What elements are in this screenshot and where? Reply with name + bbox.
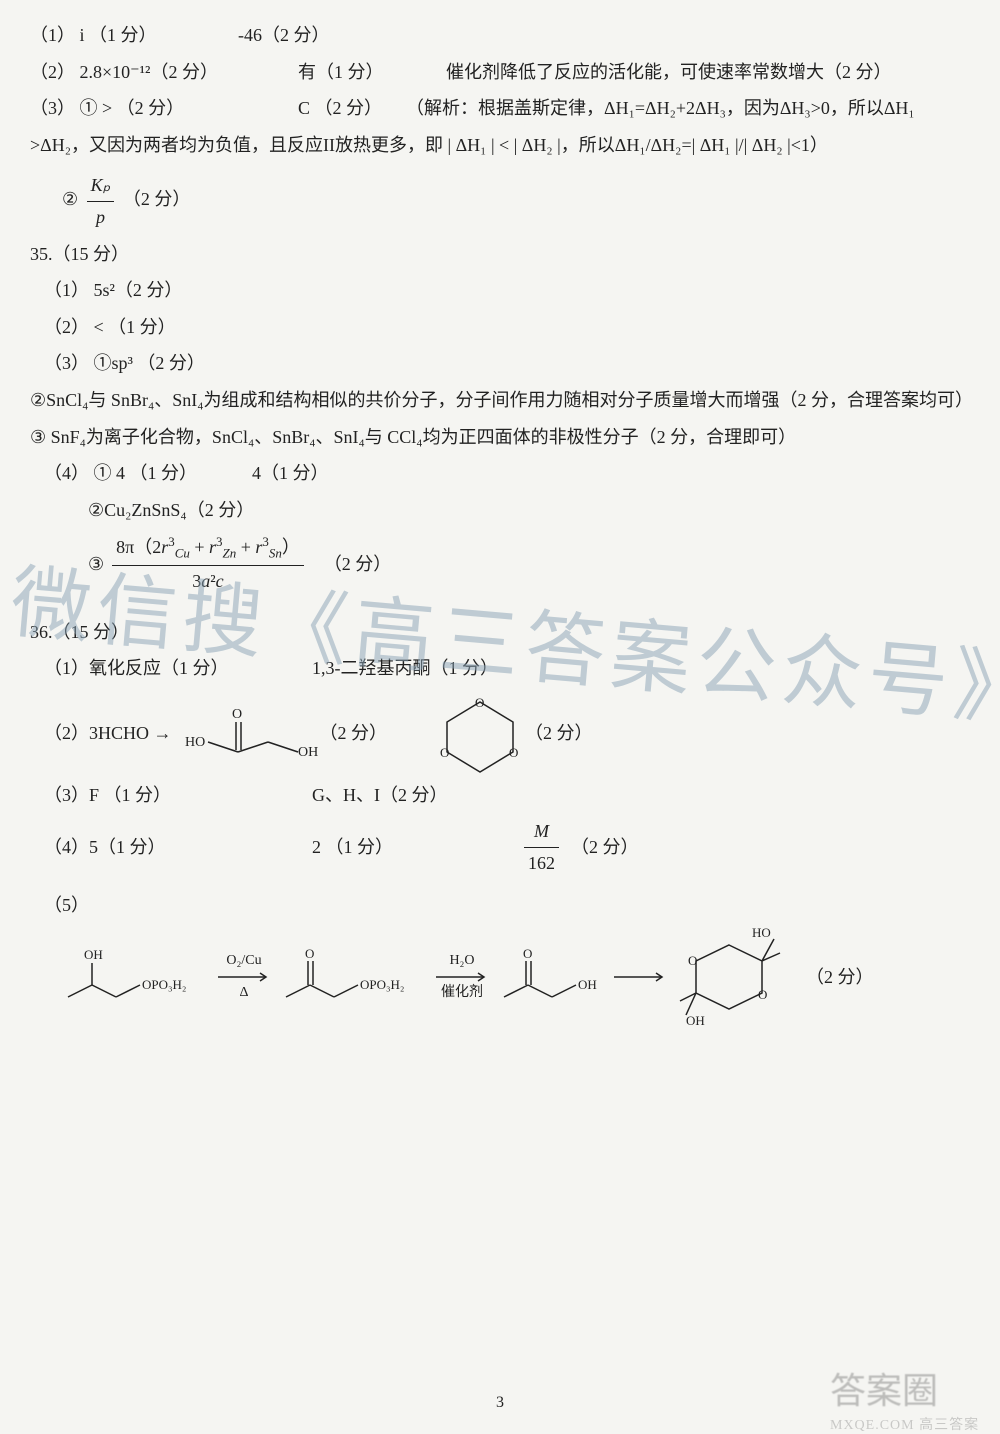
q35-l6-b: 4（1 分） — [252, 458, 329, 489]
q35-l8-num-prefix: 8π（2 — [116, 537, 161, 557]
q34-l3: （3） ① > （2 分） C （2 分） （解析：根据盖斯定律，ΔH₁=ΔH₂… — [30, 93, 970, 124]
q36-l4-pts: （2 分） — [571, 832, 639, 863]
arrow1-top: O₂/Cu — [226, 949, 261, 973]
q35-l8: ③ 8π（2r3Cu + r3Zn + r3Sn） 3a²c （2 分） — [30, 531, 970, 596]
reaction-arrow-2: H₂O 催化剂 — [434, 949, 490, 1005]
q35-l6: （4） ① 4 （1 分） 4（1 分） — [30, 458, 970, 489]
molecule-1: OH OPO₃H₂ — [60, 945, 210, 1009]
q36-l2-pts-a: （2 分） — [320, 718, 388, 749]
q36-l3: （3）F （1 分） G、H、I（2 分） — [30, 780, 970, 811]
q36-l4-frac: M 162 — [524, 816, 559, 878]
reaction-arrow-1: O₂/Cu Δ — [216, 949, 272, 1005]
reaction-arrow-3 — [612, 971, 668, 983]
arrow2-bot: 催化剂 — [441, 981, 483, 1005]
q36-l5: （5） — [30, 890, 970, 921]
q36-l2-a: （2）3HCHO → — [44, 718, 172, 749]
q36-reaction-scheme: OH OPO₃H₂ O₂/Cu Δ O OPO₃H₂ H₂O 催化剂 — [30, 927, 970, 1027]
svg-text:OH: OH — [578, 977, 597, 992]
q34-l5-pts: （2 分） — [123, 190, 191, 210]
q36-rxn-pts: （2 分） — [806, 962, 874, 993]
svg-text:O: O — [475, 695, 484, 710]
q34-l2-b: 有（1 分） — [298, 57, 438, 88]
svg-text:OH: OH — [84, 947, 103, 962]
q34-l2: （2） 2.8×10⁻¹²（2 分） 有（1 分） 催化剂降低了反应的活化能，可… — [30, 57, 970, 88]
q34-l5-num: Kₚ — [87, 170, 115, 202]
q36-l4-a: （4）5（1 分） — [44, 832, 304, 863]
q34-l3-b: C （2 分） — [298, 93, 398, 124]
q36-l4-num: M — [524, 816, 559, 848]
svg-text:O: O — [688, 953, 697, 968]
q35-l8-num: 8π（2r3Cu + r3Zn + r3Sn） — [112, 531, 304, 566]
q36-l1-b: 1,3-二羟基丙酮（1 分） — [312, 653, 498, 684]
q34-l1-b: -46（2 分） — [238, 20, 330, 51]
q35-l4: ②SnCl₄与 SnBr₄、SnI₄为组成和结构相似的共价分子，分子间作用力随相… — [30, 385, 970, 416]
logo-small: MXQE.COM 高三答案 — [830, 1414, 990, 1434]
q36-l3-b: G、H、I（2 分） — [312, 780, 448, 811]
q36-l3-a: （3）F （1 分） — [44, 780, 304, 811]
logo-big: 答案圈 — [830, 1362, 990, 1414]
q36-l1: （1）氧化反应（1 分） 1,3-二羟基丙酮（1 分） — [30, 653, 970, 684]
svg-text:OH: OH — [298, 745, 318, 760]
q35-l3: （3） ①sp³ （2 分） — [30, 348, 970, 379]
q36-l4-b: 2 （1 分） — [312, 832, 512, 863]
molecule-4: O O HO OH — [674, 927, 794, 1027]
svg-text:HO: HO — [752, 927, 771, 940]
q36-l2: （2）3HCHO → HO O OH （2 分） O O O （2 分） — [30, 694, 970, 774]
q36-l1-a: （1）氧化反应（1 分） — [44, 653, 304, 684]
molecule-trioxane: O O O — [435, 694, 525, 774]
q35-l5: ③ SnF₄为离子化合物，SnCl₄、SnBr₄、SnI₄与 CCl₄均为正四面… — [30, 422, 970, 453]
svg-text:O: O — [509, 745, 518, 760]
q36-l4-den: 162 — [524, 848, 559, 879]
q35-head: 35.（15 分） — [30, 239, 970, 270]
q34-l5-frac: Kₚ p — [87, 170, 115, 232]
q35-l1: （1） 5s²（2 分） — [30, 275, 970, 306]
q36-head: 36.（15 分） — [30, 617, 970, 648]
svg-text:OPO₃H₂: OPO₃H₂ — [360, 977, 404, 992]
q36-l2-pts-b: （2 分） — [525, 718, 593, 749]
q35-l6-a: （4） ① 4 （1 分） — [44, 458, 244, 489]
q36-l4: （4）5（1 分） 2 （1 分） M 162 （2 分） — [30, 816, 970, 878]
molecule-3: O OH — [496, 945, 606, 1009]
q34-l2-a: （2） 2.8×10⁻¹²（2 分） — [30, 57, 290, 88]
svg-text:O: O — [305, 946, 314, 961]
q34-l2-c: 催化剂降低了反应的活化能，可使速率常数增大（2 分） — [446, 57, 892, 88]
q35-l8-pts: （2 分） — [324, 549, 392, 580]
q35-l7: ②Cu₂ZnSnS₄（2 分） — [30, 495, 970, 526]
svg-text:O: O — [232, 707, 242, 722]
svg-text:HO: HO — [185, 735, 205, 750]
q34-l1-a: （1） i （1 分） — [30, 20, 230, 51]
q34-l4: >ΔH₂，又因为两者均为负值，且反应II放热更多，即 | ΔH₁ | < | Δ… — [30, 130, 970, 161]
q35-l8-num-suffix: ） — [282, 537, 300, 557]
molecule-dihydroxyacetone: HO O OH — [180, 704, 320, 764]
q34-l1: （1） i （1 分） -46（2 分） — [30, 20, 970, 51]
q34-l3-c: （解析：根据盖斯定律，ΔH₁=ΔH₂+2ΔH₃，因为ΔH₃>0，所以ΔH₁ — [406, 93, 915, 124]
svg-text:O: O — [523, 946, 532, 961]
svg-text:O: O — [440, 745, 449, 760]
molecule-2: O OPO₃H₂ — [278, 945, 428, 1009]
svg-text:O: O — [758, 987, 767, 1002]
svg-text:OH: OH — [686, 1013, 705, 1027]
q34-l5-den: p — [87, 202, 115, 233]
q35-l8-den: 3a²c — [112, 566, 304, 597]
q35-l8-frac: 8π（2r3Cu + r3Zn + r3Sn） 3a²c — [112, 531, 304, 596]
q35-l8-label: ③ — [88, 549, 104, 580]
arrow2-top: H₂O — [449, 949, 474, 973]
q34-l5-label: ② — [62, 190, 78, 210]
q34-l3-a: （3） ① > （2 分） — [30, 93, 290, 124]
arrow1-bot: Δ — [239, 981, 248, 1005]
q34-l5: ② Kₚ p （2 分） — [30, 170, 970, 232]
q35-l2: （2） < （1 分） — [30, 312, 970, 343]
logo: 答案圈 MXQE.COM 高三答案 — [830, 1362, 990, 1422]
svg-text:OPO₃H₂: OPO₃H₂ — [142, 977, 186, 992]
